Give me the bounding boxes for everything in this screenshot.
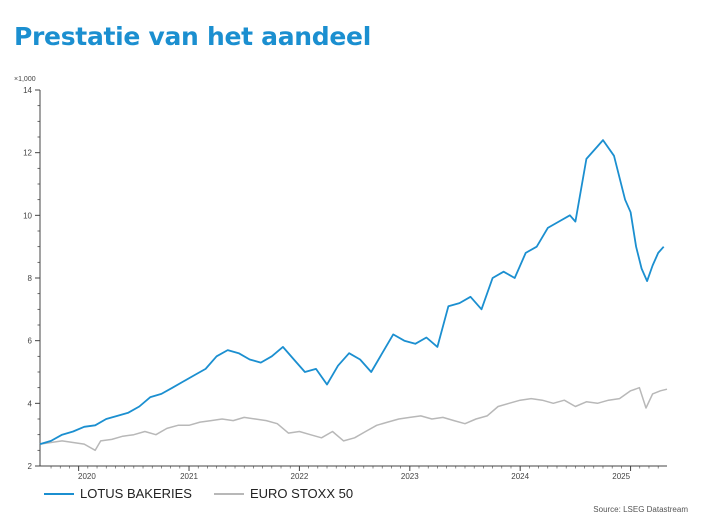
page-title: Prestatie van het aandeel [14, 22, 371, 51]
legend-label-lotus: LOTUS BAKERIES [80, 486, 192, 501]
x-tick-label: 2025 [612, 472, 630, 480]
chart-series [39, 139, 668, 452]
x-tick-label: 2022 [291, 472, 309, 480]
legend-item-eurostoxx: EURO STOXX 50 [213, 486, 354, 501]
chart-legend: LOTUS BAKERIES EURO STOXX 50 [44, 486, 375, 501]
y-tick-label: 6 [28, 337, 33, 346]
x-tick-label: 2023 [401, 472, 419, 480]
line-chart: ×1,000 2 4 6 8 10 12 14 2020 2021 2022 2023 2024 2025 [14, 76, 668, 480]
y-tick-label: 2 [28, 462, 33, 471]
x-tick-label: 2024 [511, 472, 529, 480]
legend-item-lotus: LOTUS BAKERIES [44, 486, 192, 501]
series-line-euro-stoxx-50 [39, 386, 668, 452]
chart-axes: ×1,000 2 4 6 8 10 12 14 2020 2021 2022 2023 2024 2025 [14, 76, 667, 480]
legend-label-eurostoxx: EURO STOXX 50 [249, 486, 354, 501]
y-tick-label: 8 [28, 274, 33, 283]
y-tick-label: 10 [23, 211, 32, 220]
series-line-lotus-bakeries [39, 139, 665, 445]
y-tick-label: 4 [28, 399, 33, 408]
x-tick-label: 2021 [180, 472, 198, 480]
y-tick-label: 12 [23, 149, 32, 158]
source-note: Source: LSEG Datastream [593, 505, 688, 514]
legend-swatch-eurostoxx [213, 492, 244, 495]
y-tick-label: 14 [23, 86, 32, 95]
x-tick-label: 2020 [78, 472, 96, 480]
y-multiplier-label: ×1,000 [14, 76, 36, 83]
legend-swatch-lotus [44, 492, 74, 495]
